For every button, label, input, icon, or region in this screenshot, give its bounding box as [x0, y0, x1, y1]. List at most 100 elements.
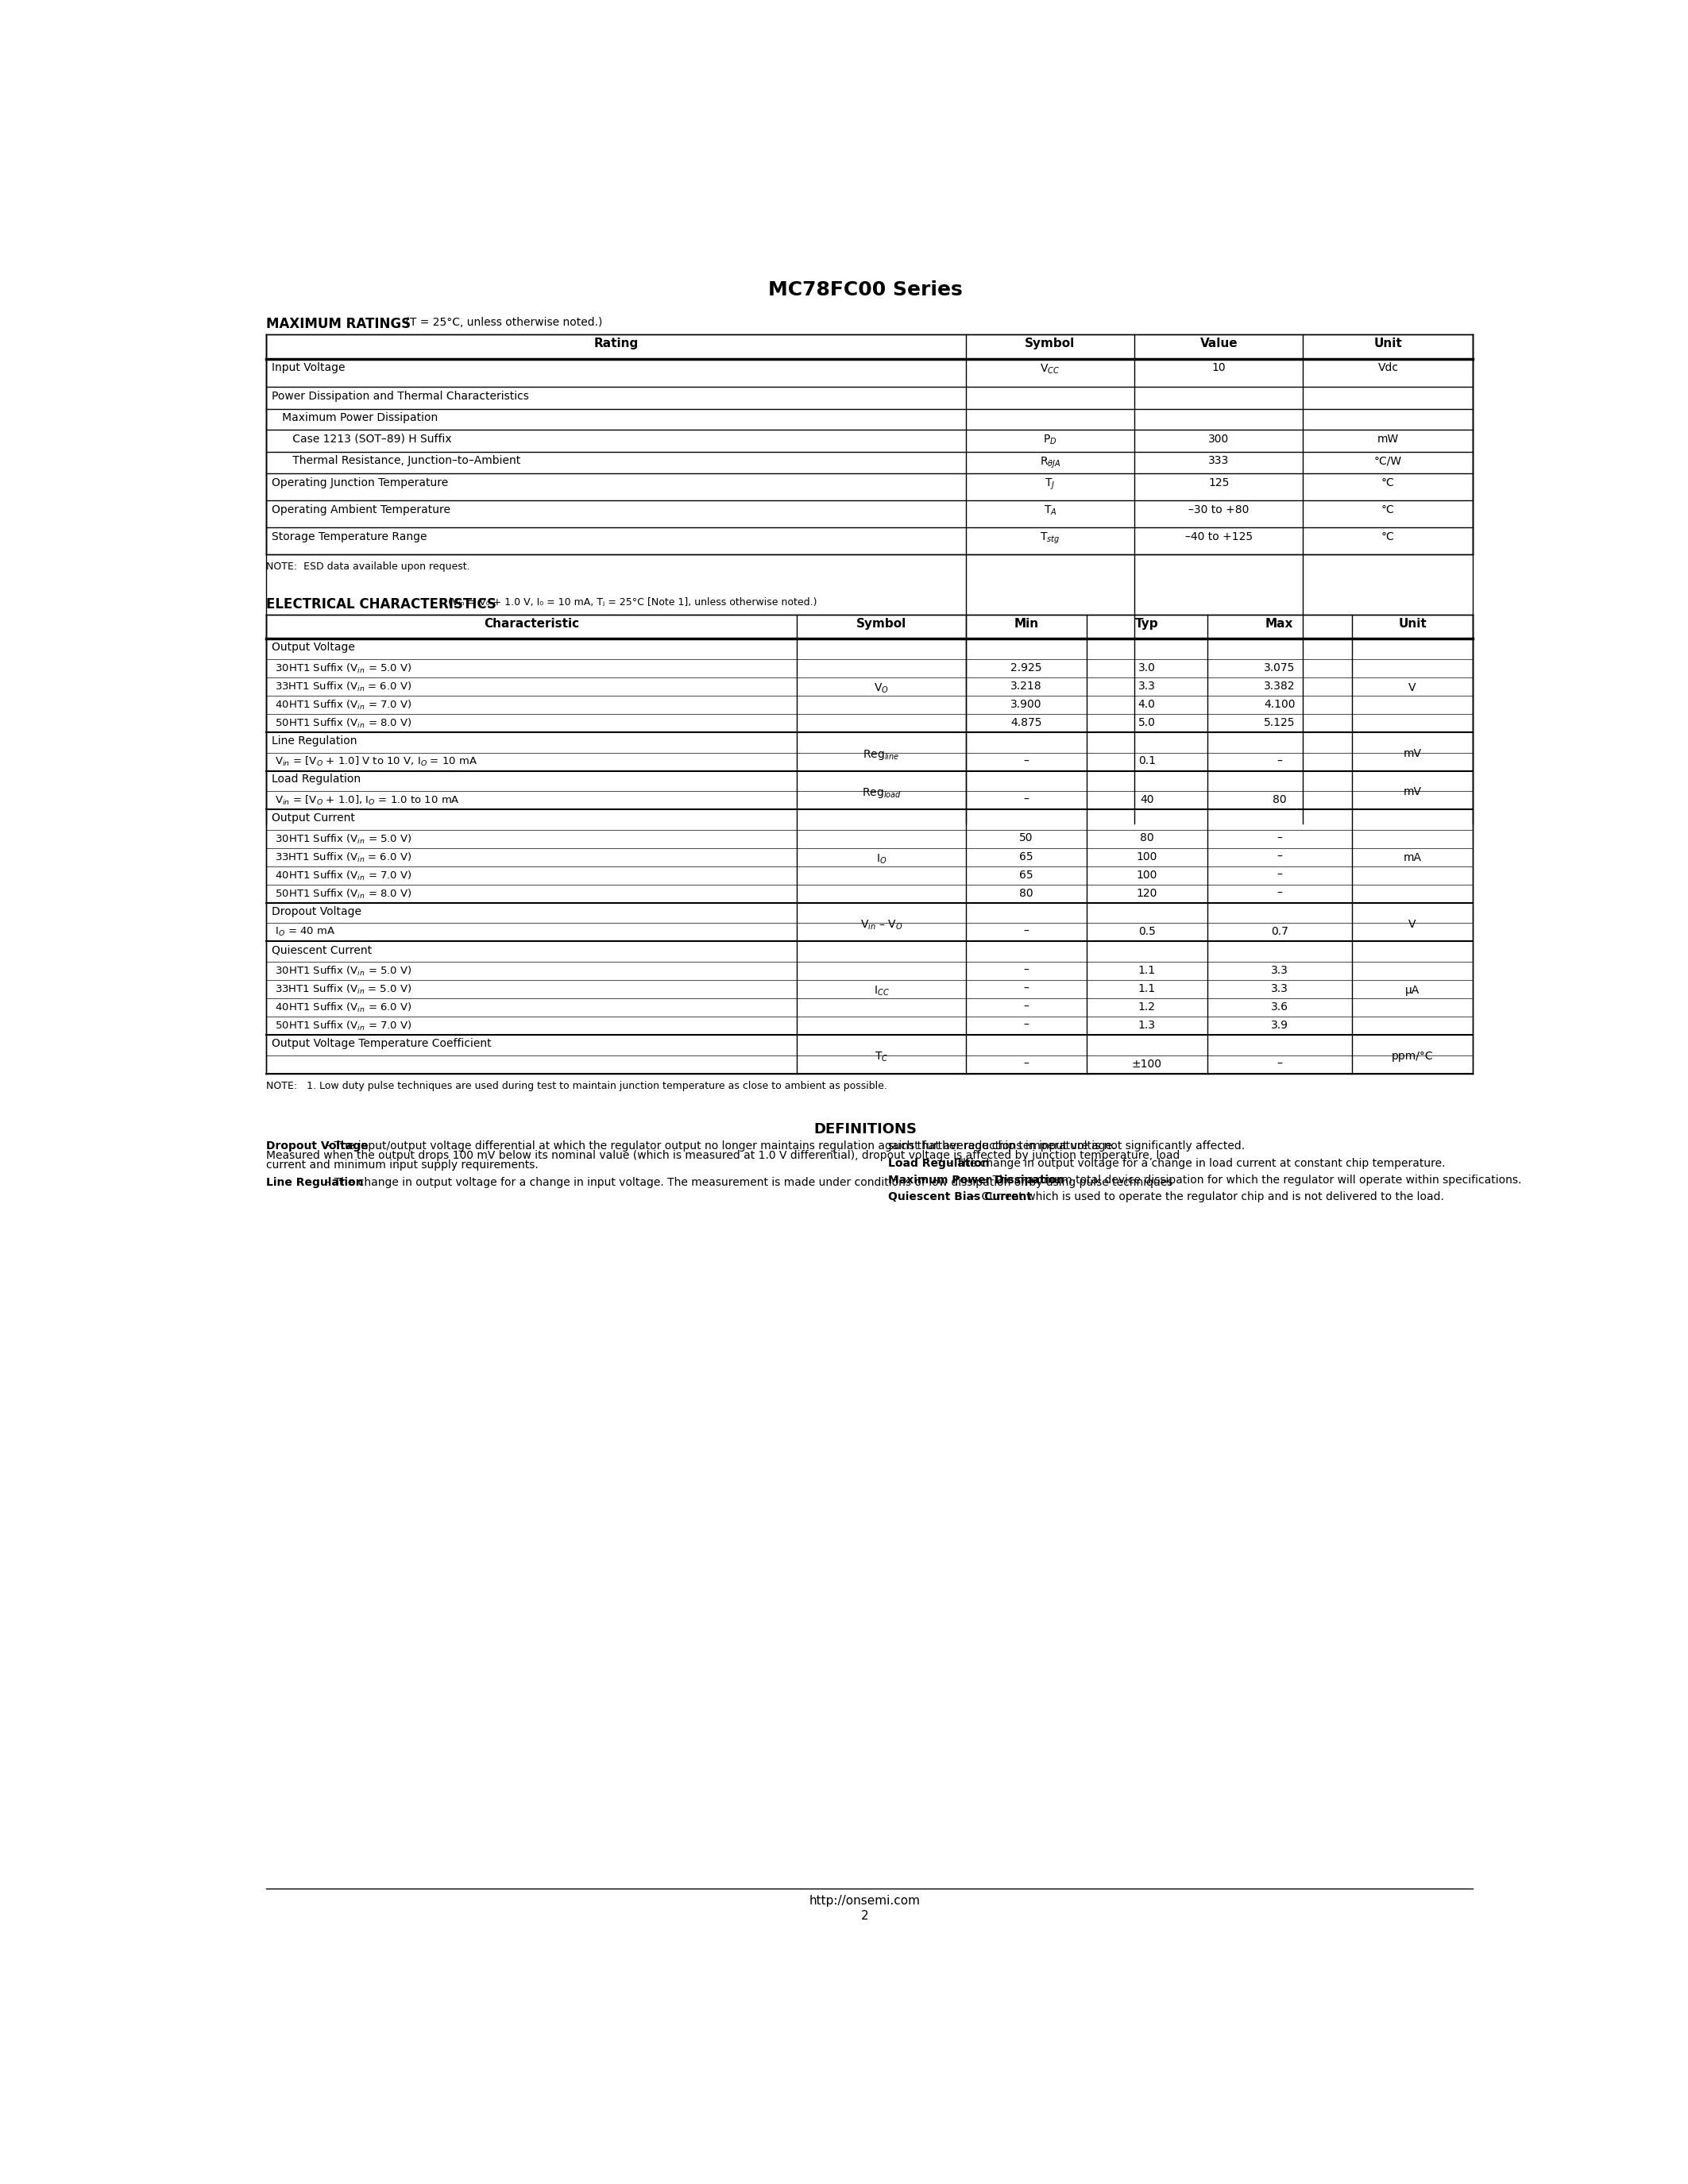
Text: Symbol: Symbol [1025, 339, 1075, 349]
Text: 333: 333 [1209, 454, 1229, 467]
Text: –: – [1023, 1002, 1028, 1013]
Text: 5.0: 5.0 [1138, 716, 1155, 727]
Text: 80: 80 [1020, 887, 1033, 900]
Text: –40 to +125: –40 to +125 [1185, 531, 1252, 542]
Text: mV: mV [1403, 786, 1421, 797]
Text: mW: mW [1377, 432, 1399, 443]
Text: 40: 40 [1139, 795, 1153, 806]
Text: Symbol: Symbol [856, 618, 906, 629]
Text: Value: Value [1200, 339, 1237, 349]
Text: –: – [1023, 983, 1028, 994]
Text: –: – [1276, 869, 1283, 880]
Text: °C: °C [1381, 531, 1394, 542]
Text: 0.1: 0.1 [1138, 756, 1156, 767]
Text: Rating: Rating [594, 339, 638, 349]
Text: 65: 65 [1020, 869, 1033, 880]
Text: NOTE:  ESD data available upon request.: NOTE: ESD data available upon request. [267, 561, 471, 572]
Text: Vdc: Vdc [1377, 363, 1398, 373]
Text: °C: °C [1381, 505, 1394, 515]
Text: such that average chip temperature is not significantly affected.: such that average chip temperature is no… [888, 1140, 1246, 1151]
Text: 3.218: 3.218 [1011, 681, 1041, 692]
Text: current and minimum input supply requirements.: current and minimum input supply require… [267, 1160, 538, 1171]
Text: Storage Temperature Range: Storage Temperature Range [272, 531, 427, 542]
Text: –: – [1023, 926, 1028, 937]
Text: Maximum Power Dissipation: Maximum Power Dissipation [888, 1175, 1065, 1186]
Text: Dropout Voltage: Dropout Voltage [267, 1140, 368, 1151]
Text: 100: 100 [1136, 869, 1158, 880]
Text: –: – [1276, 756, 1283, 767]
Text: – The maximum total device dissipation for which the regulator will operate with: – The maximum total device dissipation f… [981, 1175, 1523, 1186]
Text: 50: 50 [1020, 832, 1033, 843]
Text: –: – [1276, 832, 1283, 843]
Text: –: – [1023, 756, 1028, 767]
Text: Maximum Power Dissipation: Maximum Power Dissipation [272, 413, 437, 424]
Text: Operating Junction Temperature: Operating Junction Temperature [272, 478, 447, 489]
Text: Min: Min [1014, 618, 1038, 629]
Text: NOTE:   1. Low duty pulse techniques are used during test to maintain junction t: NOTE: 1. Low duty pulse techniques are u… [267, 1081, 888, 1092]
Text: Characteristic: Characteristic [484, 618, 579, 629]
Text: 80: 80 [1273, 795, 1286, 806]
Text: MC78FC00 Series: MC78FC00 Series [768, 280, 962, 299]
Text: V: V [1408, 681, 1416, 692]
Text: –: – [1023, 795, 1028, 806]
Text: Power Dissipation and Thermal Characteristics: Power Dissipation and Thermal Characteri… [272, 391, 528, 402]
Text: V$_{in}$ – V$_O$: V$_{in}$ – V$_O$ [861, 919, 903, 933]
Text: I$_O$ = 40 mA: I$_O$ = 40 mA [272, 926, 336, 939]
Text: I$_O$: I$_O$ [876, 852, 886, 865]
Text: 30HT1 Suffix (V$_{in}$ = 5.0 V): 30HT1 Suffix (V$_{in}$ = 5.0 V) [272, 662, 412, 675]
Text: 33HT1 Suffix (V$_{in}$ = 6.0 V): 33HT1 Suffix (V$_{in}$ = 6.0 V) [272, 852, 412, 863]
Text: Quiescent Bias Current: Quiescent Bias Current [888, 1190, 1031, 1203]
Text: V$_{in}$ = [V$_O$ + 1.0] V to 10 V, I$_O$ = 10 mA: V$_{in}$ = [V$_O$ + 1.0] V to 10 V, I$_O… [272, 756, 478, 769]
Text: Typ: Typ [1134, 618, 1158, 629]
Text: P$_D$: P$_D$ [1043, 432, 1057, 446]
Text: – Current which is used to operate the regulator chip and is not delivered to th: – Current which is used to operate the r… [969, 1190, 1445, 1203]
Text: Output Voltage: Output Voltage [272, 642, 354, 653]
Text: 3.900: 3.900 [1011, 699, 1041, 710]
Text: Max: Max [1266, 618, 1293, 629]
Text: –: – [1023, 1059, 1028, 1070]
Text: V$_{CC}$: V$_{CC}$ [1040, 363, 1060, 376]
Text: 30HT1 Suffix (V$_{in}$ = 5.0 V): 30HT1 Suffix (V$_{in}$ = 5.0 V) [272, 832, 412, 845]
Text: Unit: Unit [1374, 339, 1403, 349]
Text: 3.0: 3.0 [1138, 662, 1155, 673]
Text: Line Regulation: Line Regulation [272, 736, 356, 747]
Text: °C: °C [1381, 478, 1394, 489]
Text: 100: 100 [1136, 852, 1158, 863]
Text: 50HT1 Suffix (V$_{in}$ = 8.0 V): 50HT1 Suffix (V$_{in}$ = 8.0 V) [272, 716, 412, 729]
Text: Load Regulation: Load Regulation [272, 773, 361, 784]
Text: 50HT1 Suffix (V$_{in}$ = 7.0 V): 50HT1 Suffix (V$_{in}$ = 7.0 V) [272, 1020, 412, 1033]
Text: – The change in output voltage for a change in input voltage. The measurement is: – The change in output voltage for a cha… [322, 1177, 1173, 1188]
Text: 5.125: 5.125 [1264, 716, 1295, 727]
Text: – The input/output voltage differential at which the regulator output no longer : – The input/output voltage differential … [322, 1140, 1116, 1151]
Text: 4.100: 4.100 [1264, 699, 1295, 710]
Text: 125: 125 [1209, 478, 1229, 489]
Text: 80: 80 [1139, 832, 1155, 843]
Text: 300: 300 [1209, 432, 1229, 443]
Text: 1.2: 1.2 [1138, 1002, 1156, 1013]
Text: –30 to +80: –30 to +80 [1188, 505, 1249, 515]
Text: T$_J$: T$_J$ [1045, 478, 1055, 491]
Text: 3.382: 3.382 [1264, 681, 1295, 692]
Text: 40HT1 Suffix (V$_{in}$ = 7.0 V): 40HT1 Suffix (V$_{in}$ = 7.0 V) [272, 699, 412, 712]
Text: 4.0: 4.0 [1138, 699, 1155, 710]
Text: Unit: Unit [1398, 618, 1426, 629]
Text: T$_C$: T$_C$ [874, 1051, 888, 1064]
Text: 120: 120 [1136, 887, 1158, 900]
Text: Thermal Resistance, Junction–to–Ambient: Thermal Resistance, Junction–to–Ambient [272, 454, 520, 467]
Text: 3.6: 3.6 [1271, 1002, 1288, 1013]
Text: 4.875: 4.875 [1011, 716, 1041, 727]
Text: I$_{CC}$: I$_{CC}$ [874, 985, 890, 998]
Text: 3.3: 3.3 [1271, 965, 1288, 976]
Text: V: V [1408, 919, 1416, 930]
Text: 50HT1 Suffix (V$_{in}$ = 8.0 V): 50HT1 Suffix (V$_{in}$ = 8.0 V) [272, 887, 412, 900]
Text: –: – [1023, 965, 1028, 976]
Text: Dropout Voltage: Dropout Voltage [272, 906, 361, 917]
Text: Reg$_{load}$: Reg$_{load}$ [861, 786, 901, 799]
Text: 40HT1 Suffix (V$_{in}$ = 7.0 V): 40HT1 Suffix (V$_{in}$ = 7.0 V) [272, 869, 412, 882]
Text: ELECTRICAL CHARACTERISTICS: ELECTRICAL CHARACTERISTICS [267, 596, 496, 612]
Text: T$_A$: T$_A$ [1043, 505, 1057, 518]
Text: 30HT1 Suffix (V$_{in}$ = 5.0 V): 30HT1 Suffix (V$_{in}$ = 5.0 V) [272, 965, 412, 978]
Text: –: – [1276, 852, 1283, 863]
Text: 33HT1 Suffix (V$_{in}$ = 6.0 V): 33HT1 Suffix (V$_{in}$ = 6.0 V) [272, 681, 412, 692]
Text: (Vᵢₙ = V₀ + 1.0 V, I₀ = 10 mA, Tⱼ = 25°C [Note 1], unless otherwise noted.): (Vᵢₙ = V₀ + 1.0 V, I₀ = 10 mA, Tⱼ = 25°C… [446, 596, 817, 607]
